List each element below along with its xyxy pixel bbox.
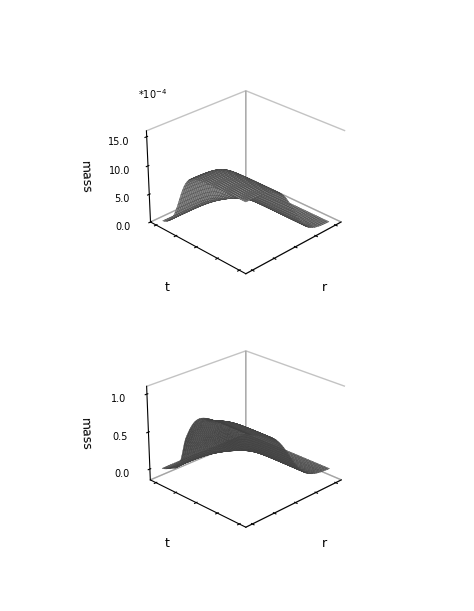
X-axis label: r: r <box>322 281 327 295</box>
X-axis label: r: r <box>322 536 328 550</box>
Text: $*10^{-4}$: $*10^{-4}$ <box>138 87 167 101</box>
Y-axis label: t: t <box>164 536 169 550</box>
Y-axis label: t: t <box>165 281 170 295</box>
